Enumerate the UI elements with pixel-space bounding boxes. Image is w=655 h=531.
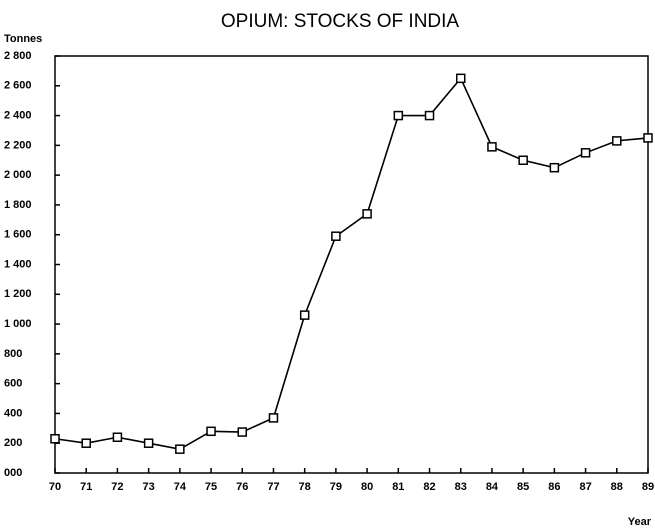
- y-tick-label: 1 600: [4, 229, 32, 241]
- data-point: [549, 162, 560, 173]
- data-point: [81, 438, 91, 448]
- x-tick-label: 82: [423, 481, 435, 493]
- y-tick-label: 1 000: [4, 318, 32, 330]
- x-tick-label: 85: [517, 481, 529, 493]
- x-tick-label: 77: [267, 481, 279, 493]
- data-point: [518, 155, 528, 165]
- x-tick-label: 73: [143, 481, 155, 493]
- x-tick-label: 86: [548, 481, 560, 493]
- x-tick-label: 83: [455, 481, 467, 493]
- data-point: [112, 432, 123, 443]
- x-tick-label: 70: [49, 481, 61, 493]
- data-point: [643, 133, 653, 143]
- x-tick-label: 79: [330, 481, 342, 493]
- data-point: [237, 427, 248, 437]
- x-tick-label: 76: [236, 481, 248, 493]
- y-tick-label: 800: [4, 348, 22, 360]
- x-tick-label: 89: [642, 481, 654, 493]
- y-tick-label: 1 200: [4, 288, 32, 300]
- y-tick-label: 2 600: [4, 80, 32, 92]
- data-point: [299, 310, 310, 320]
- x-tick-label: 75: [205, 481, 217, 493]
- x-tick-label: 88: [611, 481, 623, 493]
- data-point: [362, 209, 372, 219]
- data-point: [268, 413, 279, 423]
- y-axis-label: Tonnes: [4, 33, 42, 45]
- x-tick-label: 72: [111, 481, 123, 493]
- x-tick-label: 80: [361, 481, 373, 493]
- x-tick-label: 78: [299, 481, 311, 493]
- data-point: [331, 231, 341, 241]
- x-tick-label: 87: [579, 481, 591, 493]
- x-tick-label: 74: [174, 481, 187, 493]
- y-tick-label: 600: [4, 378, 22, 390]
- y-tick-label: 200: [4, 437, 22, 449]
- data-point: [455, 73, 466, 84]
- y-tick-label: 2 800: [4, 50, 32, 62]
- data-point: [424, 110, 435, 121]
- y-tick-label: 400: [4, 407, 22, 419]
- data-point: [50, 433, 60, 444]
- data-point: [393, 110, 404, 121]
- data-point: [580, 148, 591, 158]
- y-tick-label: 1 400: [4, 258, 32, 270]
- y-tick-label: 000: [4, 467, 22, 479]
- data-point: [143, 438, 154, 448]
- x-axis-label: Year: [628, 516, 652, 528]
- y-tick-label: 2 000: [4, 169, 32, 181]
- x-tick-label: 71: [80, 481, 92, 493]
- data-point: [612, 136, 622, 146]
- data-point: [175, 444, 185, 454]
- y-tick-label: 2 200: [4, 139, 32, 151]
- plot-frame: [54, 55, 649, 474]
- chart-title: OPIUM: STOCKS OF INDIA: [221, 11, 460, 32]
- x-tick-label: 84: [486, 481, 499, 493]
- data-line: [54, 76, 649, 451]
- data-point: [206, 426, 216, 437]
- y-tick-label: 2 400: [4, 109, 32, 121]
- x-tick-label: 81: [392, 481, 404, 493]
- data-point: [487, 142, 497, 152]
- y-tick-label: 1 800: [4, 199, 32, 211]
